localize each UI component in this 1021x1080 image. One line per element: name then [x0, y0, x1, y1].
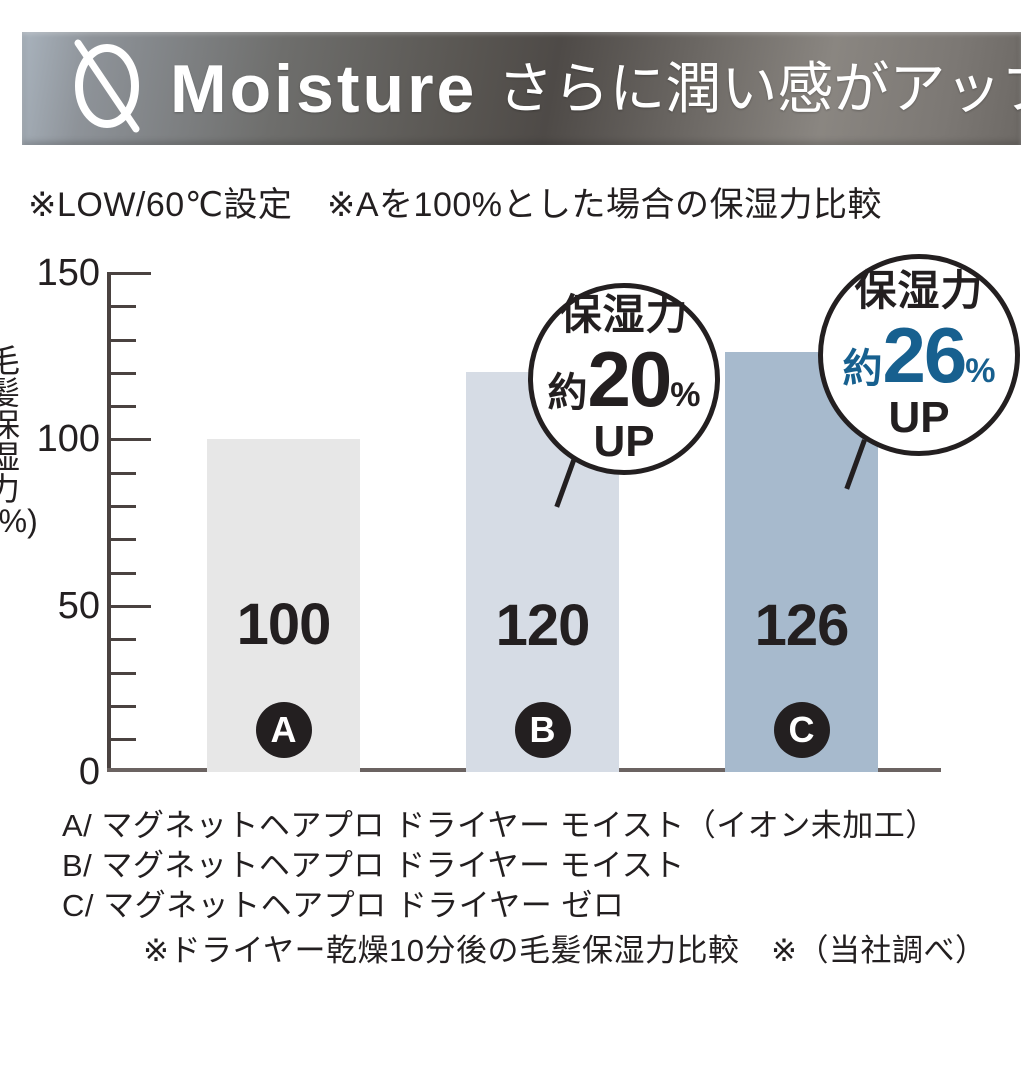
chart-caption: ※LOW/60℃設定 ※Aを100%とした場合の保湿力比較 [28, 186, 883, 224]
y-tick-label: 50 [57, 585, 100, 627]
y-tick-90 [111, 472, 136, 475]
y-tick-label: 0 [78, 751, 100, 793]
y-tick-40 [111, 638, 136, 641]
callout-bubble-c: 保湿力 約 26 % UP [818, 254, 1020, 456]
banner-subtitle: さらに潤い感がアップ [497, 56, 1021, 120]
y-axis-line [107, 272, 111, 772]
y-tick-label: 150 [36, 252, 100, 294]
y-tick-label: 100 [36, 418, 100, 460]
callout-b-up: UP [593, 417, 655, 466]
callout-b-value: 約 20 % [548, 340, 701, 418]
y-tick-80 [111, 505, 136, 508]
bar-value-c: 126 [754, 593, 850, 658]
y-axis-tick-labels: 150 100 50 0 [0, 250, 100, 793]
bar-badge-c: C [773, 702, 830, 758]
y-tick-50 [111, 605, 151, 608]
bar-value-b: 120 [495, 593, 591, 658]
callout-c-number: 26 [882, 311, 968, 399]
moisture-bar-chart: 毛髪保湿力(%) 150 100 50 0 100 A 120 B 126 C … [0, 250, 1021, 793]
callout-c-approx: 約 [842, 347, 883, 391]
footnote: ※ドライヤー乾燥10分後の毛髪保湿力比較 ※（当社調べ） [143, 933, 987, 968]
callout-bubble-b: 保湿力 約 20 % UP [528, 283, 720, 475]
bar-value-a: 100 [236, 592, 332, 657]
y-tick-150 [111, 272, 151, 275]
callout-b-title: 保湿力 [559, 291, 689, 338]
y-tick-20 [111, 705, 136, 708]
bar-badge-b: B [514, 702, 571, 758]
callout-b-number: 20 [587, 335, 673, 423]
callout-b-percent: % [670, 376, 701, 414]
callout-c-value: 約 26 % [843, 316, 996, 394]
y-tick-130 [111, 339, 136, 342]
legend: A/ マグネットヘアプロ ドライヤー モイスト（イオン未加工） B/ マグネット… [62, 806, 937, 926]
bar-badge-a: A [255, 702, 312, 758]
legend-line-a: A/ マグネットヘアプロ ドライヤー モイスト（イオン未加工） [62, 808, 937, 843]
y-tick-70 [111, 538, 136, 541]
callout-b-approx: 約 [547, 371, 588, 415]
y-tick-140 [111, 305, 136, 308]
legend-line-b: B/ マグネットヘアプロ ドライヤー モイスト [62, 847, 685, 883]
y-tick-110 [111, 405, 136, 408]
bar-a: 100 A [207, 439, 360, 772]
legend-line-c: C/ マグネットヘアプロ ドライヤー ゼロ [62, 887, 625, 923]
y-tick-60 [111, 572, 136, 575]
y-tick-10 [111, 738, 136, 741]
callout-c-title: 保湿力 [854, 267, 984, 314]
banner-title: Moisture [170, 50, 478, 127]
moisture-banner: Moisture さらに潤い感がアップ [22, 32, 1021, 145]
callout-c-up: UP [888, 393, 950, 442]
y-tick-120 [111, 372, 136, 375]
y-tick-100 [111, 438, 151, 441]
callout-c-percent: % [965, 352, 996, 390]
crossed-oval-icon [70, 38, 144, 139]
y-tick-30 [111, 672, 136, 675]
